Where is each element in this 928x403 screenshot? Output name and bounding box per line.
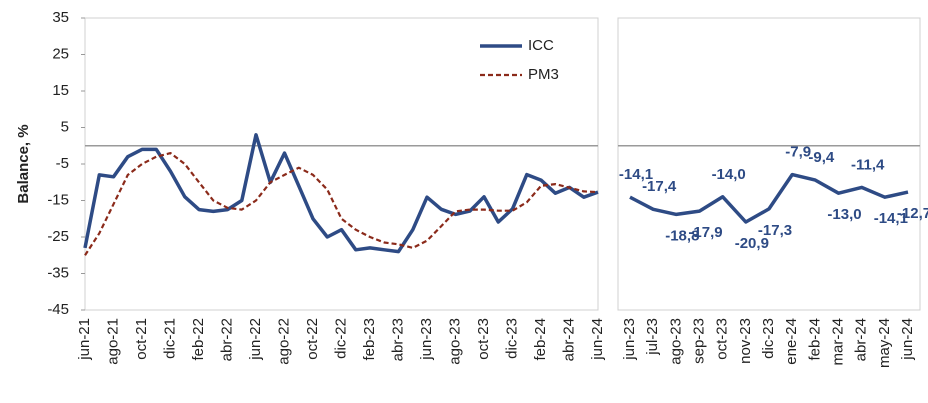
x-tick-label: dic-22 xyxy=(332,318,349,359)
data-label: -17,3 xyxy=(758,222,792,239)
data-label: -14,1 xyxy=(619,166,653,183)
y-tick-label: -15 xyxy=(47,191,69,208)
y-tick-label: -35 xyxy=(47,264,69,281)
x-tick-label: dic-21 xyxy=(161,318,178,359)
data-label: -14,0 xyxy=(712,166,746,183)
legend-label: PM3 xyxy=(528,66,559,83)
x-tick-label: mar-24 xyxy=(829,318,846,366)
x-tick-label: oct-22 xyxy=(304,318,321,360)
plot-frame xyxy=(617,17,921,311)
x-tick-label: feb-22 xyxy=(190,318,207,361)
line-series xyxy=(83,133,599,254)
x-tick-label: ene-24 xyxy=(783,318,800,365)
x-tick-label: ago-23 xyxy=(446,318,463,365)
y-tick-label: -25 xyxy=(47,228,69,245)
x-tick-label: jun-23 xyxy=(418,318,435,361)
y-tick-label: -5 xyxy=(56,155,69,172)
x-tick-label: oct-23 xyxy=(475,318,492,360)
x-tick-label: jun-21 xyxy=(76,318,93,361)
x-tick-label: ago-22 xyxy=(275,318,292,365)
y-tick-label: 35 xyxy=(52,9,69,26)
x-tick-label: jul-23 xyxy=(644,318,661,356)
x-tick-label: sep-23 xyxy=(690,318,707,364)
line-series xyxy=(84,152,599,256)
data-label: -7,9 xyxy=(785,144,811,161)
legend-label: ICC xyxy=(528,37,554,54)
data-label: -20,9 xyxy=(735,235,769,252)
x-tick-label: feb-23 xyxy=(361,318,378,361)
data-label: -12,7 xyxy=(897,205,928,222)
x-tick-label: nov-23 xyxy=(737,318,754,364)
data-label: -14,1 xyxy=(874,210,908,227)
y-tick-label: -45 xyxy=(47,301,69,318)
x-tick-label: abr-23 xyxy=(389,318,406,361)
plot-frame xyxy=(84,17,599,311)
x-tick-label: jun-22 xyxy=(247,318,264,361)
x-tick-label: jun-24 xyxy=(899,318,916,361)
data-label: -11,4 xyxy=(851,156,885,173)
x-tick-label: jun-24 xyxy=(589,318,606,361)
x-tick-label: ago-21 xyxy=(104,318,121,365)
data-label: -17,4 xyxy=(642,178,677,195)
x-tick-label: feb-24 xyxy=(532,318,549,361)
data-label: -18,8 xyxy=(665,227,699,244)
data-label: -13,0 xyxy=(827,206,861,223)
y-axis-label: Balance, % xyxy=(15,124,32,203)
line-series xyxy=(629,172,909,224)
y-tick-label: 15 xyxy=(52,82,69,99)
y-tick-label: 5 xyxy=(61,118,69,135)
x-tick-label: oct-23 xyxy=(714,318,731,360)
x-tick-label: feb-24 xyxy=(806,318,823,361)
x-tick-label: dic-23 xyxy=(503,318,520,359)
x-tick-label: oct-21 xyxy=(133,318,150,360)
x-tick-label: may-24 xyxy=(876,318,893,368)
data-label: -17,9 xyxy=(688,224,722,241)
x-tick-label: abr-22 xyxy=(218,318,235,361)
x-tick-label: jun-23 xyxy=(621,318,638,361)
x-tick-label: ago-23 xyxy=(667,318,684,365)
y-tick-label: 25 xyxy=(52,45,69,62)
x-tick-label: abr-24 xyxy=(853,318,870,361)
x-tick-label: abr-24 xyxy=(560,318,577,361)
x-tick-label: dic-23 xyxy=(760,318,777,359)
data-label: -9,4 xyxy=(808,149,835,166)
